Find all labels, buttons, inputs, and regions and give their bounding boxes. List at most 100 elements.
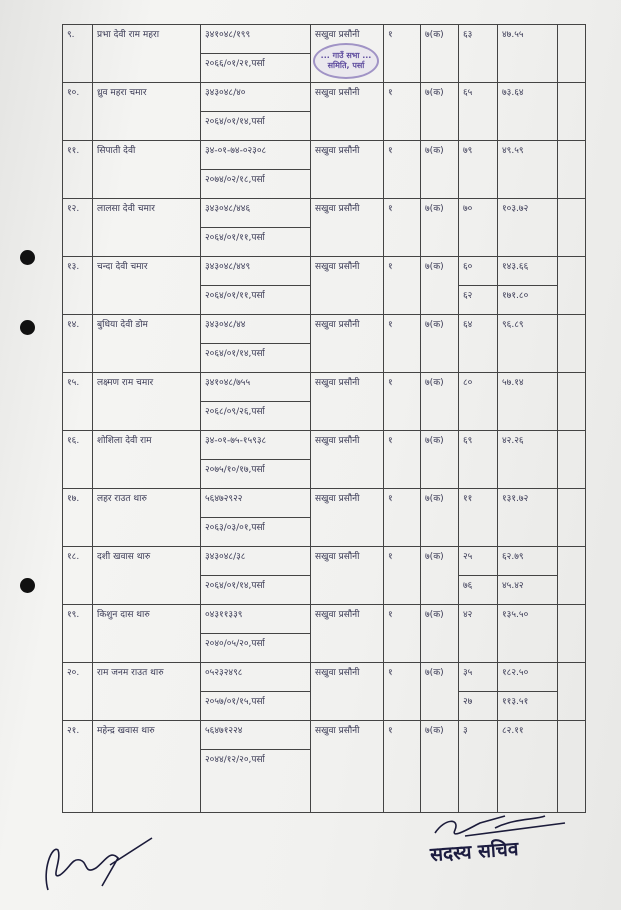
table-row: ९. प्रभा देवी राम महरा ३४१०४८/१९९ सखुवा प्र…	[62, 24, 586, 83]
plot-area: १३५.५०	[497, 604, 558, 663]
name: लालसा देवी चमार	[92, 198, 201, 257]
name: किशुन दास थारु	[92, 604, 201, 663]
table-row: १७. लहर राउत थारु ५६४७२९२२ सखुवा प्रसौनी १ ७(…	[62, 488, 586, 547]
quantity: १	[383, 662, 421, 721]
place: सखुवा प्रसौनी	[310, 140, 384, 199]
citizenship-number: ३४३०४८/४०	[200, 82, 311, 112]
table-row-sub: २०६६/०१/२१,पर्सा	[63, 53, 586, 83]
remarks	[557, 430, 586, 489]
code: ७(क)	[420, 546, 459, 605]
table-row: २०. राम जनम राउत थारु ०५२३२४९८ सखुवा प्रसौन…	[62, 662, 586, 721]
issue-date: २०६४/०१/११,पर्सा	[200, 227, 311, 257]
serial-number: १४.	[62, 314, 93, 373]
plot-number: ६४	[458, 314, 498, 373]
code: ७(क)	[420, 430, 459, 489]
remarks	[557, 662, 586, 721]
remarks	[557, 372, 586, 431]
quantity: १	[383, 546, 421, 605]
remarks	[557, 546, 586, 605]
table-row: १२. लालसा देवी चमार ३४३०४८/४४६ सखुवा प्रसौन…	[62, 198, 586, 257]
punch-hole	[20, 578, 35, 593]
serial-number: १३.	[62, 256, 93, 315]
plot-area: १७१.८०	[497, 285, 558, 315]
table-row: २१. महेन्द्र खवास थारु ५६४७१२२४ सखुवा प्रसौ…	[62, 720, 586, 813]
issue-date: २०६४/०१/१४,पर्सा	[200, 111, 311, 141]
remarks	[557, 140, 586, 199]
plot-number: ६९	[458, 430, 498, 489]
place: सखुवा प्रसौनी	[310, 604, 384, 663]
signature-right	[434, 815, 566, 837]
citizenship-number: ३४३०४८/३८	[200, 546, 311, 576]
table-row-sub: २०७४/०२/१८,पर्सा	[63, 169, 586, 199]
signature-left	[45, 837, 153, 891]
name: लहर राउत थारु	[92, 488, 201, 547]
serial-number: १६.	[62, 430, 93, 489]
name: दशी खवास थारु	[92, 546, 201, 605]
citizenship-number: ३४१०४८/७५५	[200, 372, 311, 402]
place: सखुवा प्रसौनी	[310, 720, 384, 813]
plot-number: ६०	[458, 256, 498, 286]
citizenship-number: ३४३०४८/४४६	[200, 198, 311, 228]
serial-number: १२.	[62, 198, 93, 257]
issue-date: २०५७/०१/१५,पर्सा	[200, 691, 311, 721]
name: बुधिया देवी डोम	[92, 314, 201, 373]
place: सखुवा प्रसौनी	[310, 488, 384, 547]
citizenship-number: ५६४७१२२४	[200, 720, 311, 750]
citizenship-number: ३४-०१-७४-०२३०८	[200, 140, 311, 170]
plot-number: ७६	[458, 575, 498, 605]
code: ७(क)	[420, 662, 459, 721]
plot-number: ७०	[458, 198, 498, 257]
place: सखुवा प्रसौनी	[310, 546, 384, 605]
code: ७(क)	[420, 82, 459, 141]
plot-number: ३	[458, 720, 498, 813]
issue-date: २०६८/०९/२६,पर्सा	[200, 401, 311, 431]
quantity: १	[383, 372, 421, 431]
plot-number: ६२	[458, 285, 498, 315]
table-row: १९. किशुन दास थारु ०४३११३३९ सखुवा प्रसौनी १ ७…	[62, 604, 586, 663]
plot-area: १८२.५०	[497, 662, 558, 692]
place: सखुवा प्रसौनी	[310, 662, 384, 721]
citizenship-number: ०५२३२४९८	[200, 662, 311, 692]
code: ७(क)	[420, 256, 459, 315]
table-row-sub: २०६४/०१/११,पर्सा	[63, 227, 586, 257]
plot-area: ४२.२६	[497, 430, 558, 489]
name: शोशिला देवी राम	[92, 430, 201, 489]
punch-hole	[20, 250, 35, 265]
code: ७(क)	[420, 24, 459, 83]
plot-area: ११३.५१	[497, 691, 558, 721]
plot-area: ४९.५९	[497, 140, 558, 199]
serial-number: ११.	[62, 140, 93, 199]
place: सखुवा प्रसौनी	[310, 372, 384, 431]
plot-number: २७	[458, 691, 498, 721]
issue-date: २०७५/१०/१७,पर्सा	[200, 459, 311, 489]
table-row-sub: २०४०/०५/२०,पर्सा	[63, 633, 586, 663]
remarks	[557, 82, 586, 141]
quantity: १	[383, 720, 421, 813]
remarks	[557, 24, 586, 83]
serial-number: १९.	[62, 604, 93, 663]
serial-number: २१.	[62, 720, 93, 813]
plot-number: ३५	[458, 662, 498, 692]
quantity: १	[383, 198, 421, 257]
table-row: १०. ध्रुव महरा चमार ३४३०४८/४० सखुवा प्रसौनी…	[62, 82, 586, 141]
remarks	[557, 198, 586, 257]
code: ७(क)	[420, 720, 459, 813]
remarks	[557, 720, 586, 813]
quantity: १	[383, 314, 421, 373]
plot-area: ५७.१४	[497, 372, 558, 431]
plot-area: १४३.६६	[497, 256, 558, 286]
plot-number: ६५	[458, 82, 498, 141]
table-row: १५. लक्ष्मण राम चमार ३४१०४८/७५५ सखुवा प्रसौ…	[62, 372, 586, 431]
table-row-sub: २०६४/०१/१४,पर्सा	[63, 343, 586, 373]
quantity: १	[383, 488, 421, 547]
plot-area: ८२.११	[497, 720, 558, 813]
plot-number: २५	[458, 546, 498, 576]
issue-date: २०६४/०१/१४,पर्सा	[200, 575, 311, 605]
name: लक्ष्मण राम चमार	[92, 372, 201, 431]
name: सिपाती देवी	[92, 140, 201, 199]
table-row-sub: २०७५/१०/१७,पर्सा	[63, 459, 586, 489]
serial-number: १८.	[62, 546, 93, 605]
place: सखुवा प्रसौनी	[310, 198, 384, 257]
issue-date: २०४४/१२/२०,पर्सा	[200, 749, 311, 813]
